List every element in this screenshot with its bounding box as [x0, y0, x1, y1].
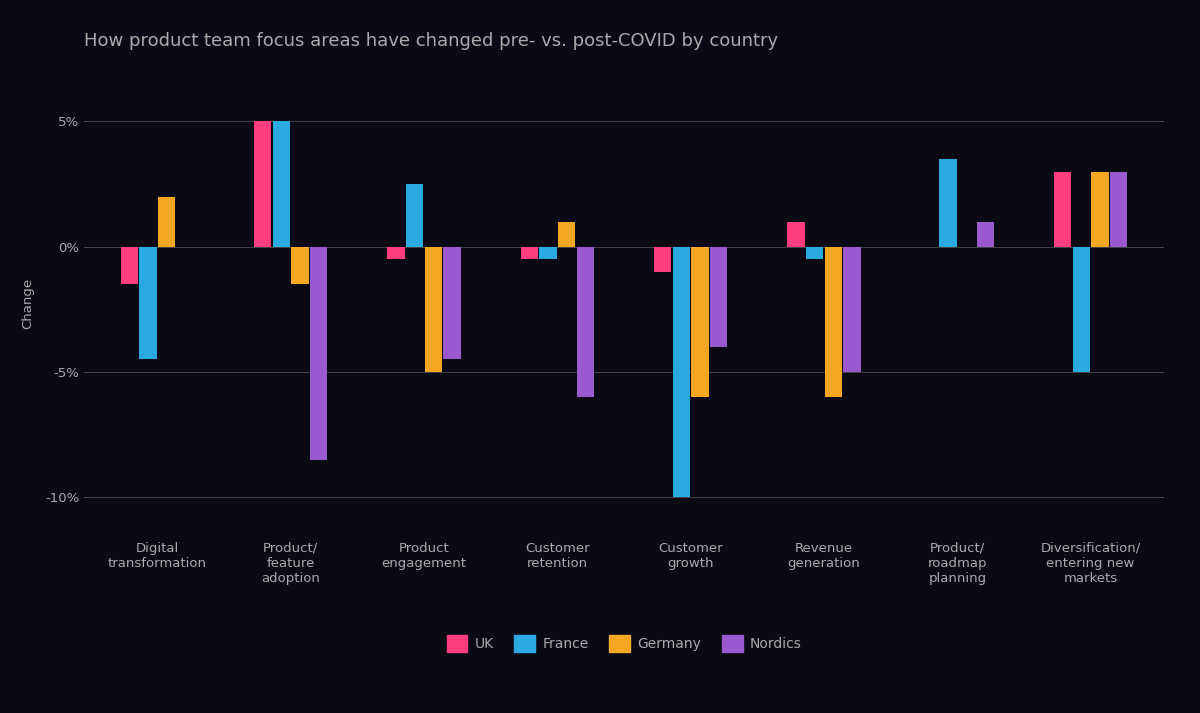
- Bar: [558, 222, 575, 247]
- Bar: [254, 121, 271, 247]
- Bar: [310, 247, 328, 460]
- Bar: [272, 121, 290, 247]
- Bar: [787, 222, 805, 247]
- Bar: [292, 247, 308, 284]
- Bar: [577, 247, 594, 397]
- Bar: [425, 247, 442, 372]
- Bar: [654, 247, 671, 272]
- Bar: [443, 247, 461, 359]
- Bar: [940, 159, 956, 247]
- Bar: [406, 184, 424, 247]
- Bar: [710, 247, 727, 347]
- Bar: [121, 247, 138, 284]
- Bar: [673, 247, 690, 497]
- Bar: [977, 222, 994, 247]
- Bar: [824, 247, 842, 397]
- Bar: [139, 247, 157, 359]
- Bar: [521, 247, 538, 260]
- Bar: [1054, 172, 1072, 247]
- Bar: [388, 247, 404, 260]
- Bar: [691, 247, 709, 397]
- Legend: UK, France, Germany, Nordics: UK, France, Germany, Nordics: [442, 630, 806, 657]
- Bar: [539, 247, 557, 260]
- Y-axis label: Change: Change: [20, 277, 34, 329]
- Bar: [1073, 247, 1090, 372]
- Bar: [1091, 172, 1109, 247]
- Text: How product team focus areas have changed pre- vs. post-COVID by country: How product team focus areas have change…: [84, 32, 778, 51]
- Bar: [844, 247, 860, 372]
- Bar: [806, 247, 823, 260]
- Bar: [1110, 172, 1127, 247]
- Bar: [158, 197, 175, 247]
